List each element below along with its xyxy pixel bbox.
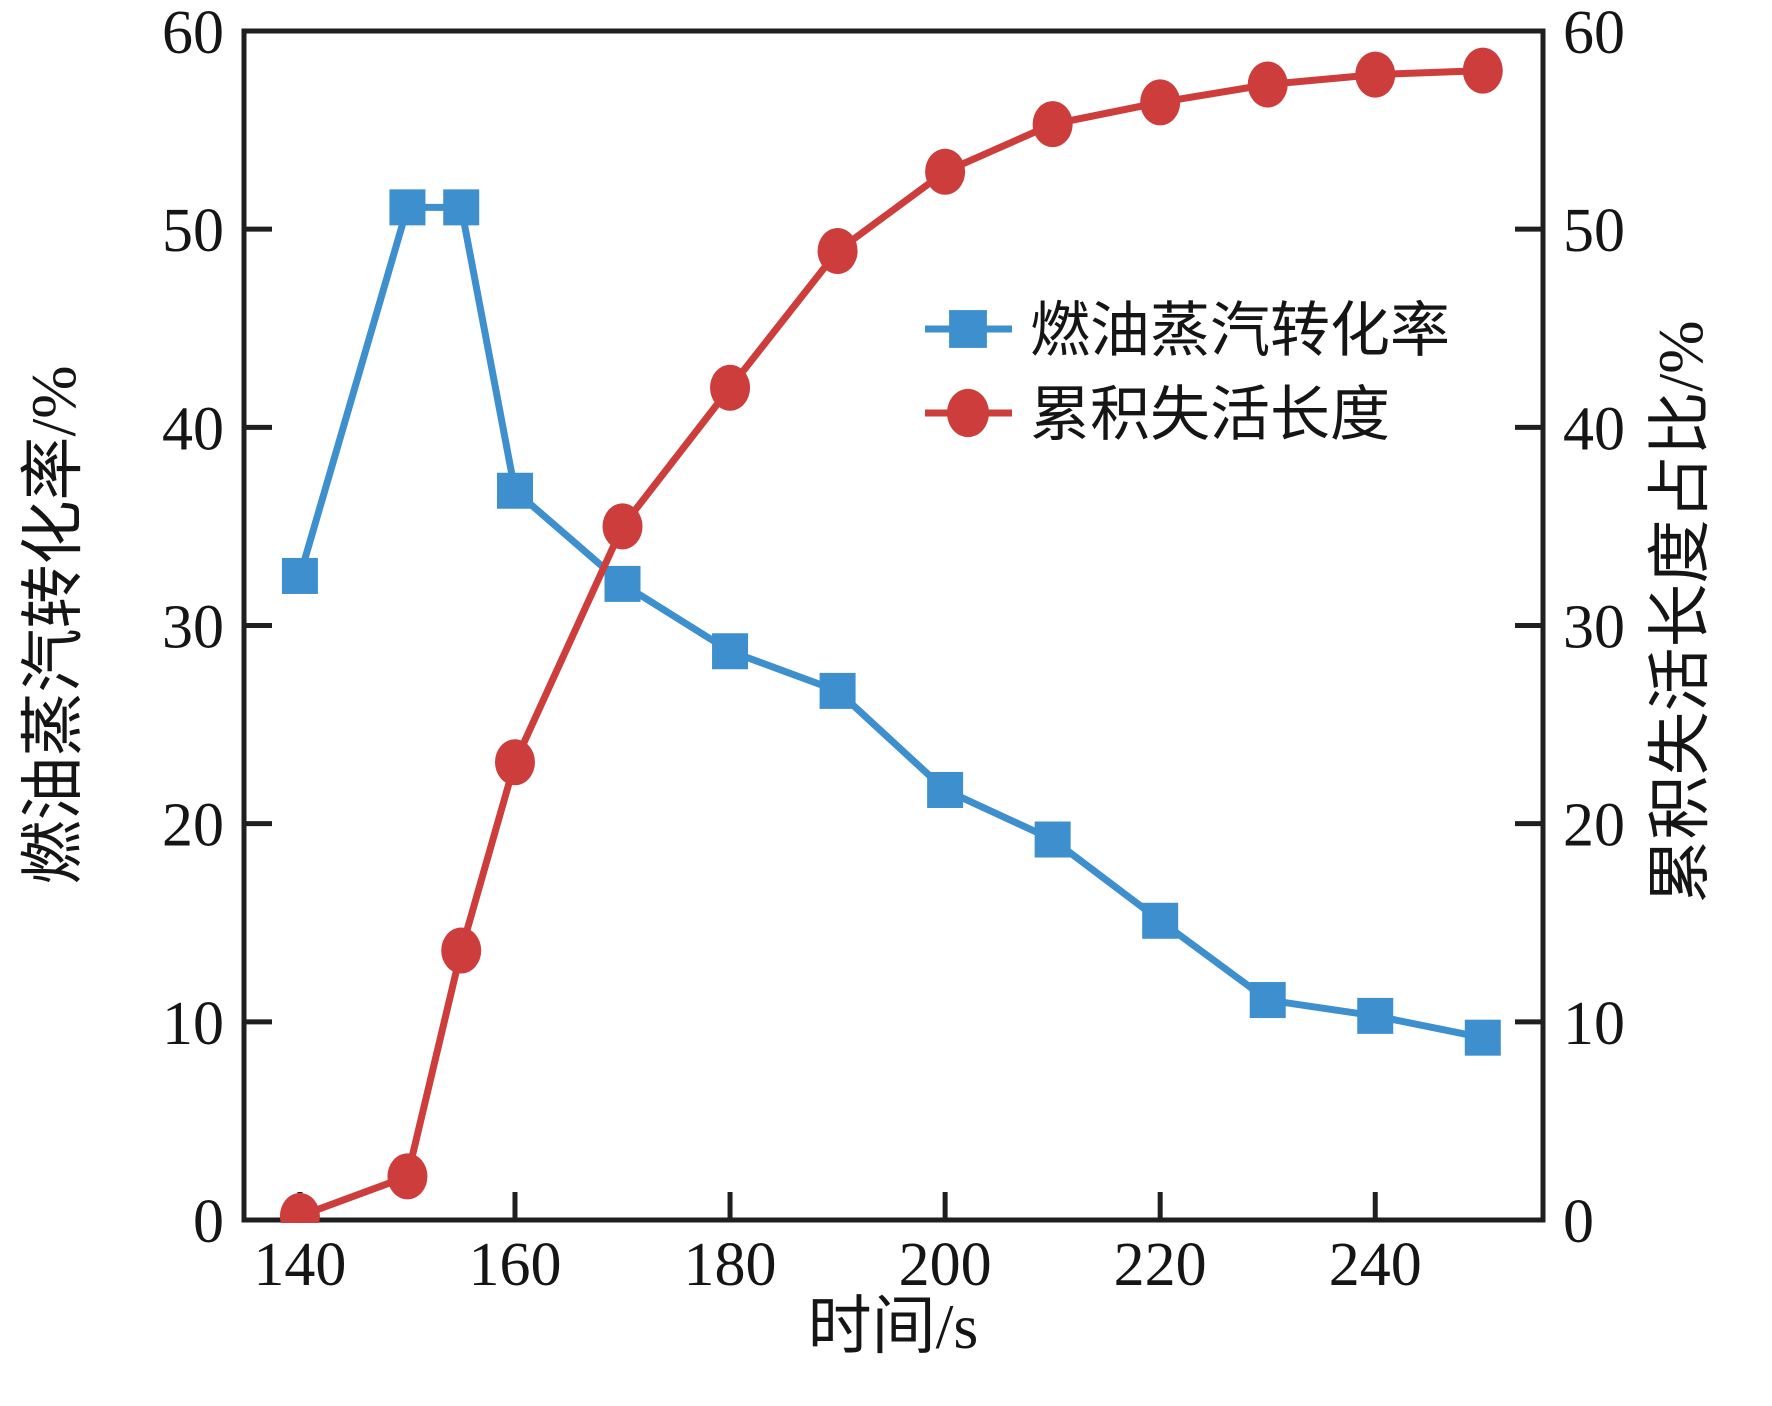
- legend-item-fuel-vapor-conversion: 燃油蒸汽转化率: [925, 298, 1450, 364]
- fuel-vapor-conversion-point: [281, 557, 318, 594]
- right-y-tick-label: 10: [1563, 990, 1625, 1058]
- fuel-vapor-conversion-point: [389, 189, 426, 226]
- right-y-tick-label: 40: [1563, 395, 1625, 463]
- left-y-tick-label: 40: [162, 395, 224, 463]
- x-tick-label: 220: [1114, 1231, 1207, 1299]
- cumulative-deactivation-length-point: [1247, 61, 1288, 108]
- cumulative-deactivation-length-point: [387, 1153, 428, 1200]
- fuel-vapor-conversion-point: [712, 633, 749, 670]
- right-y-axis-title: 累积失活长度占比/%: [1645, 320, 1716, 903]
- legend-label: 燃油蒸汽转化率: [1030, 298, 1450, 364]
- right-y-tick-label: 0: [1563, 1188, 1594, 1256]
- left-y-tick-label: 30: [162, 594, 224, 662]
- right-y-tick-label: 50: [1563, 197, 1625, 265]
- x-tick-label: 140: [253, 1231, 346, 1299]
- cumulative-deactivation-length-point: [1462, 47, 1503, 94]
- fuel-vapor-conversion-point: [1357, 997, 1394, 1034]
- cumulative-deactivation-length-point: [1355, 51, 1396, 98]
- left-y-axis-title: 燃油蒸汽转化率/%: [18, 365, 89, 884]
- cumulative-deactivation-length-point: [494, 739, 535, 786]
- x-tick-label: 160: [468, 1231, 561, 1299]
- left-y-tick-label: 50: [162, 197, 224, 265]
- x-axis-title: 时间/s: [808, 1291, 979, 1362]
- x-tick-label: 200: [899, 1231, 992, 1299]
- fuel-vapor-conversion-point: [443, 189, 480, 226]
- legend-label: 累积失活长度: [1030, 382, 1390, 448]
- cumulative-deactivation-length-point: [279, 1193, 320, 1223]
- fuel-vapor-conversion-point: [927, 771, 964, 808]
- cumulative-deactivation-length-point: [947, 388, 989, 438]
- right-y-tick-label: 20: [1563, 792, 1625, 860]
- fuel-vapor-conversion-point: [949, 310, 987, 348]
- fuel-vapor-conversion-point: [604, 565, 641, 602]
- left-y-tick-label: 0: [193, 1188, 224, 1256]
- fuel-vapor-conversion-point: [1249, 982, 1286, 1019]
- left-y-tick-label: 20: [162, 792, 224, 860]
- fuel-vapor-conversion-point: [496, 472, 533, 509]
- series-layer: [279, 47, 1503, 1223]
- left-y-tick-label: 10: [162, 990, 224, 1058]
- fuel-vapor-conversion-point: [819, 672, 856, 709]
- right-y-tick-label: 60: [1563, 0, 1625, 67]
- cumulative-deactivation-length-point: [817, 227, 858, 274]
- x-tick-label: 240: [1329, 1231, 1422, 1299]
- cumulative-deactivation-length-point: [602, 503, 643, 550]
- fuel-vapor-conversion-point: [1142, 902, 1179, 939]
- cumulative-deactivation-length-line: [298, 67, 1483, 1220]
- cumulative-deactivation-length-point: [925, 148, 966, 195]
- cumulative-deactivation-length-point: [1032, 101, 1073, 148]
- cumulative-deactivation-length-point: [441, 927, 482, 974]
- left-y-tick-label: 60: [162, 0, 224, 67]
- fuel-vapor-conversion-point: [1034, 821, 1071, 858]
- x-tick-label: 180: [684, 1231, 777, 1299]
- right-y-tick-label: 30: [1563, 594, 1625, 662]
- fuel-vapor-conversion-point: [1464, 1019, 1501, 1056]
- cumulative-deactivation-length-point: [1140, 79, 1181, 126]
- legend-item-cumulative-deactivation-length: 累积失活长度: [925, 382, 1390, 448]
- cumulative-deactivation-length-point: [710, 364, 751, 411]
- axes-layer: 140 160 180 200 220 240 0 10 20 30 40 50 60 0 10 20 30 40…: [162, 0, 1625, 1299]
